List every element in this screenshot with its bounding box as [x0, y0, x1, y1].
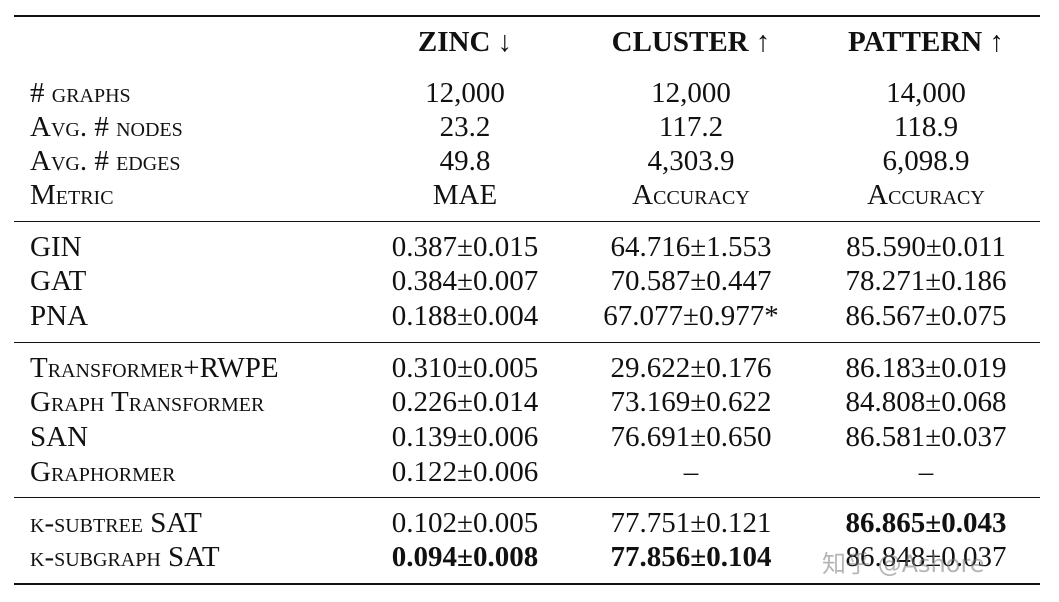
row-label: Metric — [30, 179, 114, 211]
result-cell: 86.183±0.019 — [845, 352, 1007, 384]
bottom-rule — [14, 583, 1040, 585]
result-cell: 0.310±0.005 — [391, 352, 539, 384]
header-cluster: CLUSTER ↑ — [611, 26, 771, 58]
result-cell: 67.077±0.977* — [603, 300, 779, 332]
result-cell: 76.691±0.650 — [610, 421, 772, 453]
result-cell: 0.226±0.014 — [391, 386, 539, 418]
result-cell: 0.188±0.004 — [391, 300, 539, 332]
result-cell: 84.808±0.068 — [845, 386, 1007, 418]
model-name: k-subgraph SAT — [30, 541, 220, 573]
result-cell: 86.581±0.037 — [845, 421, 1007, 453]
stat-value: 23.2 — [439, 111, 491, 143]
model-name: Graphormer — [30, 456, 176, 488]
header-pattern: PATTERN ↑ — [847, 26, 1005, 58]
row-label: Avg. # edges — [30, 145, 181, 177]
result-cell: 0.139±0.006 — [391, 421, 539, 453]
mid-rule-2 — [14, 342, 1040, 344]
result-cell: 0.387±0.015 — [391, 231, 539, 263]
result-cell: 73.169±0.622 — [610, 386, 772, 418]
watermark: 知乎 @Ashore — [822, 550, 985, 578]
stat-value: 6,098.9 — [882, 145, 970, 177]
result-cell: 0.102±0.005 — [391, 507, 539, 539]
model-name: GIN — [30, 231, 82, 263]
result-cell: 0.122±0.006 — [391, 456, 539, 488]
stat-value: Accuracy — [867, 179, 985, 211]
result-cell: – — [918, 456, 934, 488]
result-cell: – — [683, 456, 699, 488]
result-cell: 0.094±0.008 — [391, 541, 539, 573]
model-name: Transformer+RWPE — [30, 352, 279, 384]
result-cell: 78.271±0.186 — [845, 265, 1007, 297]
stat-value: 12,000 — [425, 77, 505, 109]
stat-value: MAE — [432, 179, 498, 211]
top-rule — [14, 15, 1040, 17]
stat-value: 4,303.9 — [647, 145, 735, 177]
model-name: PNA — [30, 300, 89, 332]
stat-value: 12,000 — [651, 77, 731, 109]
model-name: Graph Transformer — [30, 386, 265, 418]
mid-rule-1 — [14, 221, 1040, 223]
mid-rule-3 — [14, 497, 1040, 499]
model-name: GAT — [30, 265, 87, 297]
result-cell: 29.622±0.176 — [610, 352, 772, 384]
result-cell: 86.567±0.075 — [845, 300, 1007, 332]
result-cell: 86.848±0.037 — [845, 541, 1007, 573]
header-zinc: ZINC ↓ — [417, 26, 513, 58]
stat-value: 118.9 — [893, 111, 959, 143]
result-cell: 0.384±0.007 — [391, 265, 539, 297]
model-name: SAN — [30, 421, 89, 453]
result-cell: 64.716±1.553 — [610, 231, 772, 263]
result-cell: 77.856±0.104 — [610, 541, 772, 573]
result-cell: 77.751±0.121 — [610, 507, 772, 539]
result-cell: 85.590±0.011 — [846, 231, 1006, 263]
stat-value: 117.2 — [658, 111, 724, 143]
stat-value: 14,000 — [886, 77, 966, 109]
result-cell: 70.587±0.447 — [610, 265, 772, 297]
row-label: Avg. # nodes — [30, 111, 183, 143]
row-label: # graphs — [30, 77, 131, 109]
stat-value: 49.8 — [439, 145, 491, 177]
stat-value: Accuracy — [632, 179, 750, 211]
model-name: k-subtree SAT — [30, 507, 202, 539]
result-cell: 86.865±0.043 — [845, 507, 1007, 539]
